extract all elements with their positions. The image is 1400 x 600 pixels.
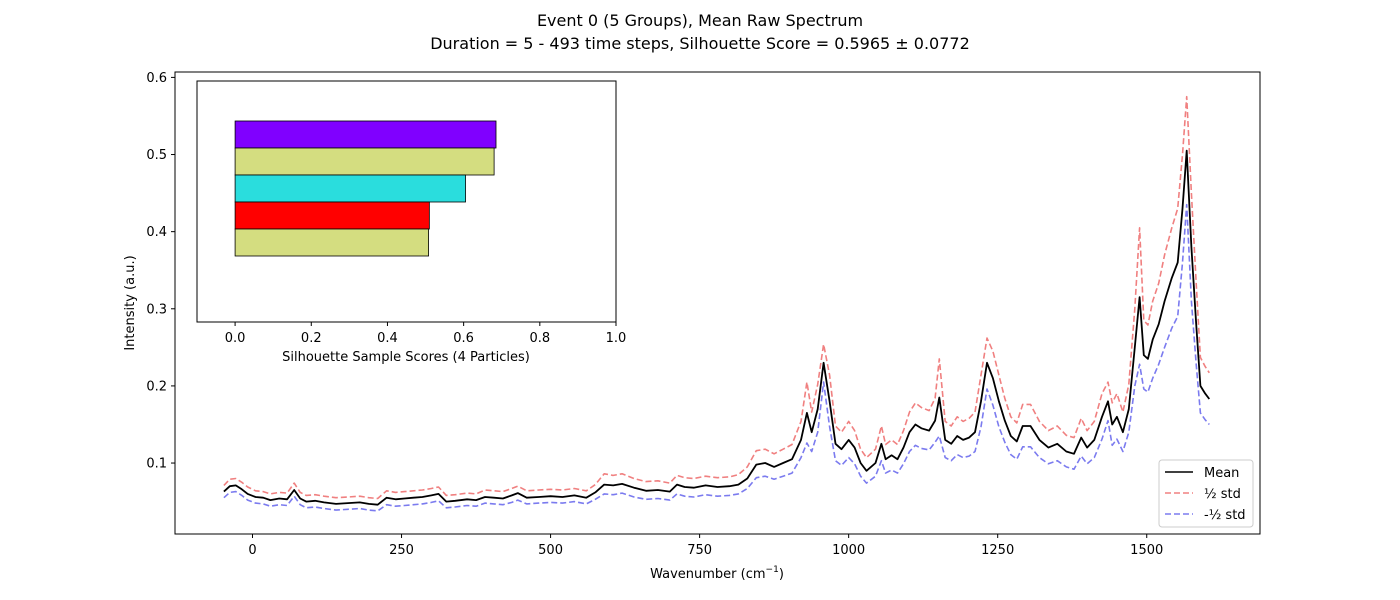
silhouette-bar: [234, 228, 429, 257]
inset-x-tick-label: 1.0: [606, 331, 627, 346]
inset-x-tick-label: 0.4: [377, 331, 398, 346]
y-tick-label: 0.3: [146, 302, 167, 317]
silhouette-bar: [234, 201, 430, 230]
inset-x-tick-label: 0.0: [225, 331, 246, 346]
main-plot: 0 250 500 750 1000 1250 1500 0.10.20.30.40.50.…: [123, 71, 1261, 582]
inset-x-tick-label: 0.6: [453, 331, 474, 346]
y-tick-label: 0.1: [146, 457, 167, 472]
y-tick-label: 0.4: [146, 225, 167, 240]
silhouette-bar: [234, 147, 495, 176]
legend: Mean ½ std -½ std: [1158, 459, 1254, 528]
silhouette-bar: [234, 120, 497, 149]
legend-box: [1158, 459, 1254, 528]
legend-minus-std-label: -½ std: [1204, 508, 1246, 523]
inset-x-tick-label: 0.2: [301, 331, 322, 346]
x-tick-label: 1500: [1130, 543, 1163, 558]
legend-mean-label: Mean: [1204, 466, 1239, 481]
silhouette-bar: [234, 174, 466, 203]
spectrum-lines: [223, 95, 1211, 512]
inset-x-axis: 0.0 0.2 0.4 0.6 0.8 1.0: [225, 322, 627, 346]
x-tick-label: 1250: [981, 543, 1014, 558]
inset-plot: 0.0 0.2 0.4 0.6 0.8 1.0 Silhouette Sample Sco…: [196, 80, 627, 365]
x-tick-label: 250: [389, 543, 414, 558]
main-x-axis: 0 250 500 750 1000 1250 1500: [248, 534, 1163, 558]
silhouette-bars: [234, 120, 497, 257]
x-tick-label: 1000: [832, 543, 865, 558]
series-line-minus-half-std: [223, 203, 1210, 512]
inset-x-axis-label: Silhouette Sample Scores (4 Particles): [282, 350, 530, 365]
x-tick-label: 500: [538, 543, 563, 558]
x-tick-label: 0: [248, 543, 256, 558]
main-plot-frame: [174, 71, 1261, 535]
series-line-mean: [223, 149, 1211, 506]
y-tick-label: 0.2: [146, 379, 167, 394]
figure-title-line1: Event 0 (5 Groups), Mean Raw Spectrum: [537, 11, 863, 30]
main-y-axis-label: Intensity (a.u.): [123, 255, 138, 350]
inset-plot-frame: [196, 80, 617, 323]
series-line-plus-half-std: [223, 95, 1210, 500]
legend-plus-std-label: ½ std: [1204, 487, 1241, 502]
inset-x-tick-label: 0.8: [529, 331, 550, 346]
y-tick-label: 0.6: [146, 71, 167, 86]
main-y-axis: 0.1 0.2 0.3 0.4 0.5 0.6: [146, 71, 175, 472]
y-tick-label: 0.5: [146, 148, 167, 163]
main-x-axis-label: Wavenumber (cm−1): [650, 565, 784, 582]
figure-title-line2: Duration = 5 - 493 time steps, Silhouett…: [430, 34, 970, 53]
x-tick-label: 750: [687, 543, 712, 558]
